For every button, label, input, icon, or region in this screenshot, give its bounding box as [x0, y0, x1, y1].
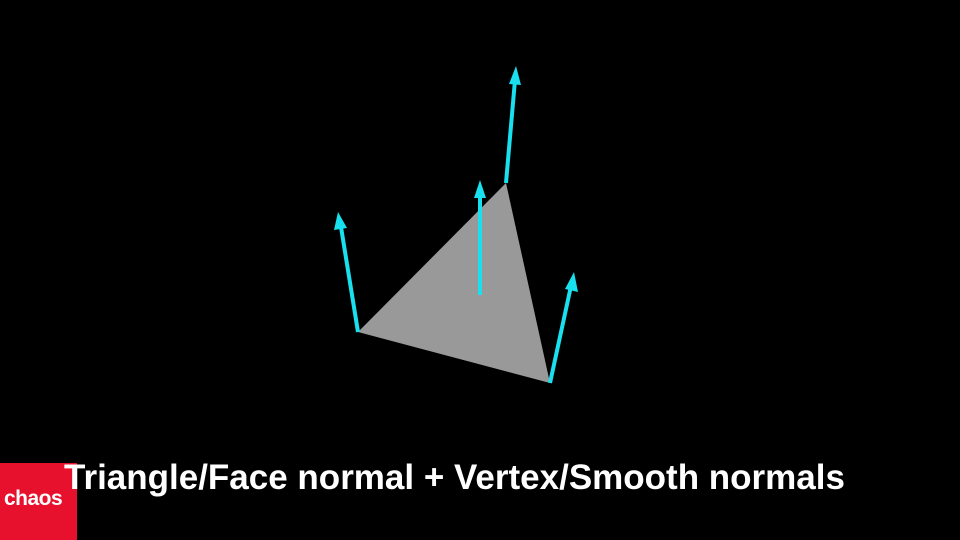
logo-text: chaos — [4, 487, 63, 510]
vertex-normal-left — [334, 212, 360, 333]
face-normal — [474, 180, 486, 295]
slide-caption: Triangle/Face normal + Vertex/Smooth nor… — [64, 458, 845, 497]
triangle-face — [358, 183, 550, 383]
vertex-normal-right — [548, 272, 578, 384]
chaos-logo: chaos — [0, 463, 77, 540]
vertex-normal-top — [504, 66, 521, 184]
